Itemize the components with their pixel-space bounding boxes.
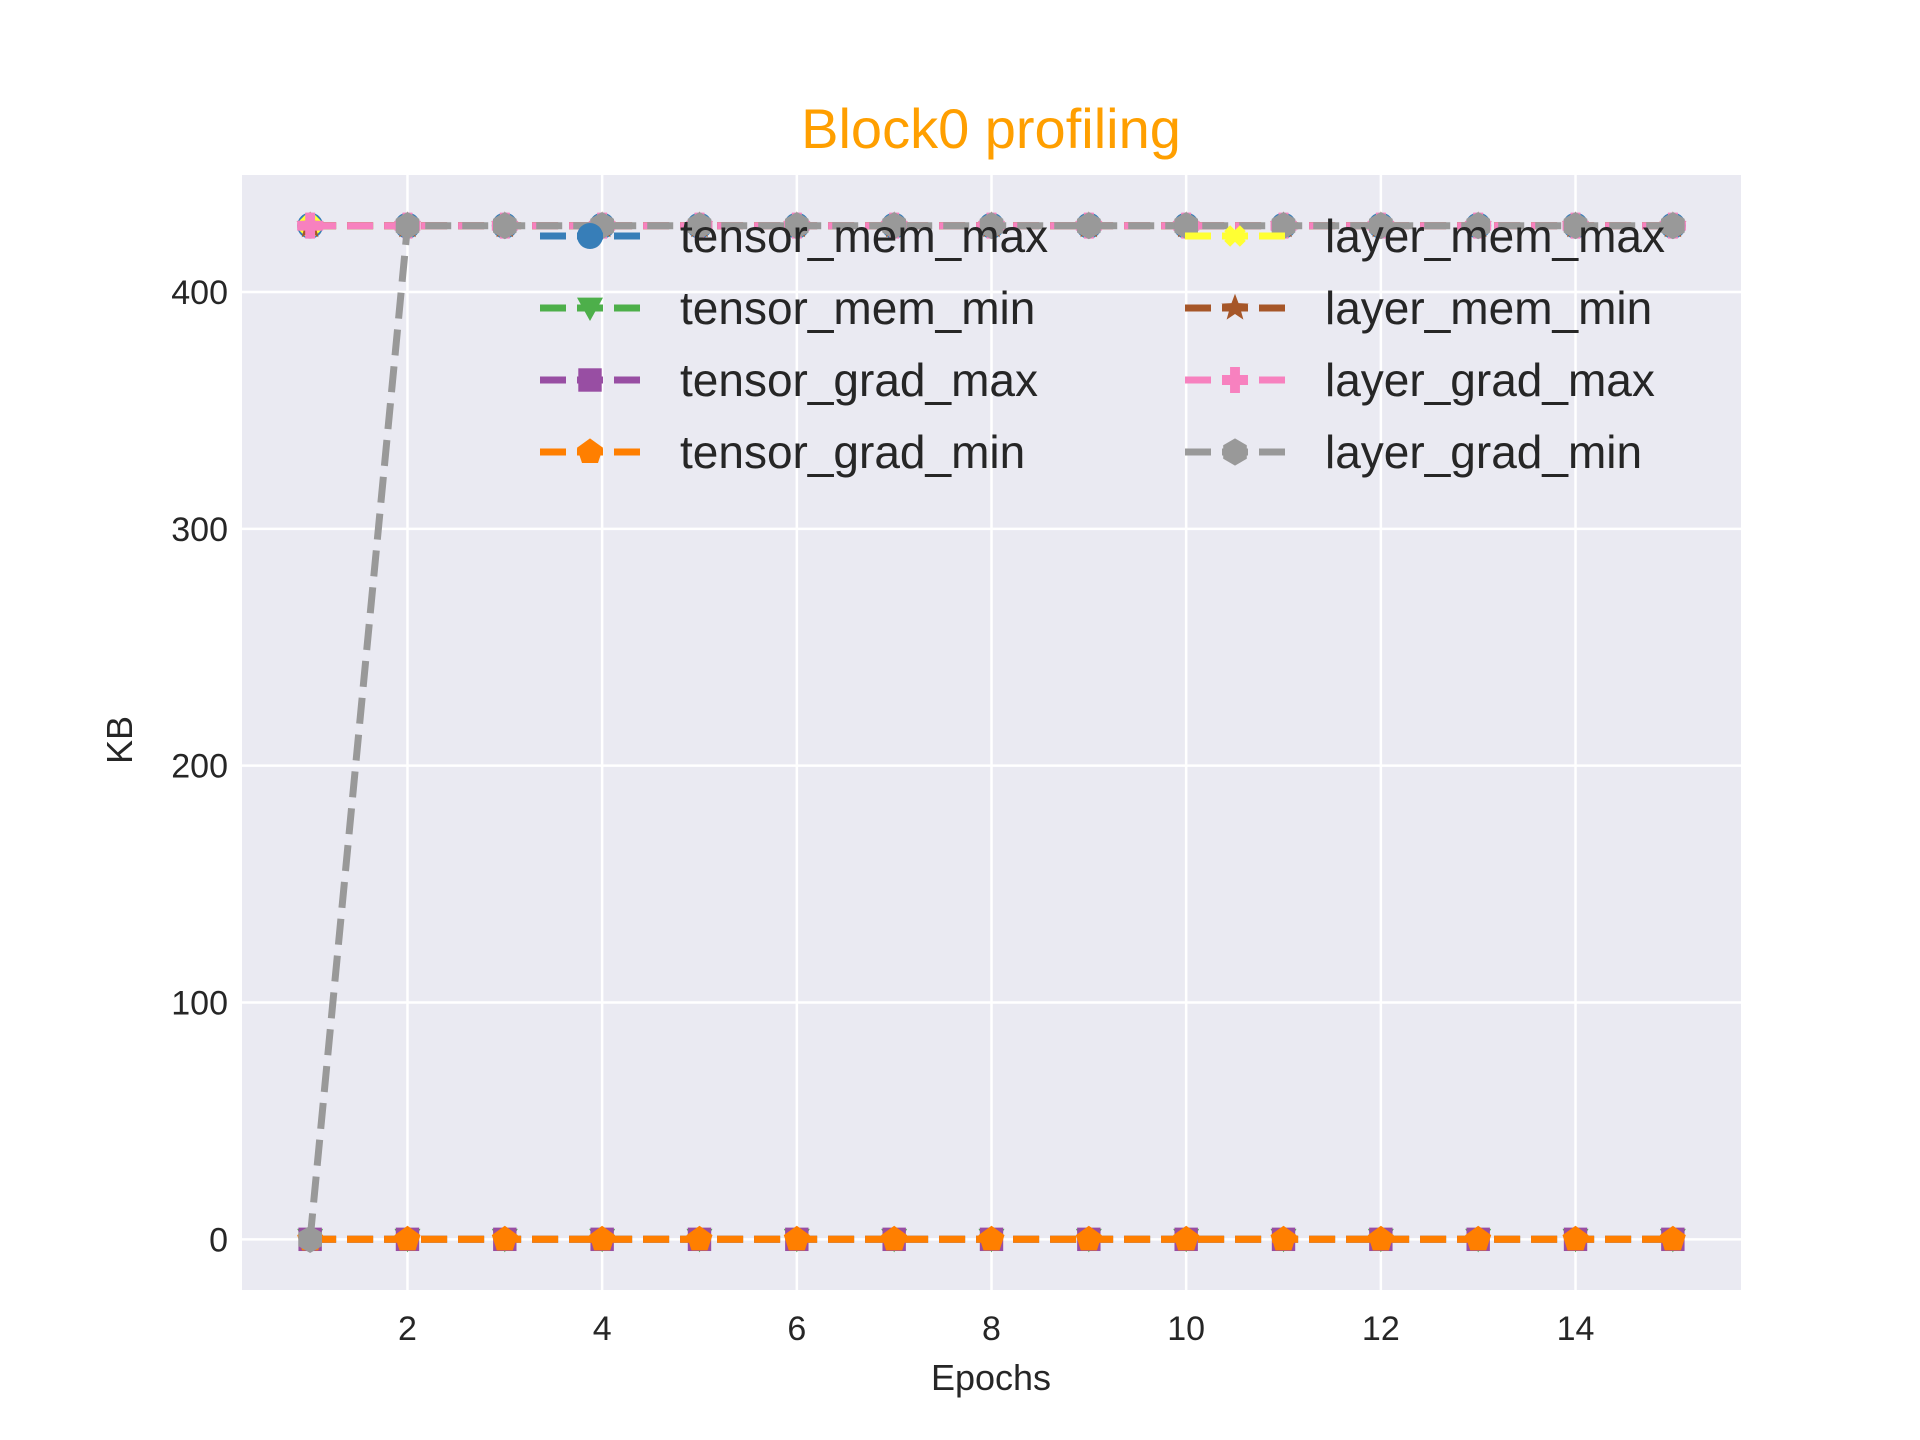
legend-label: layer_grad_max (1325, 354, 1655, 406)
legend-item-tensor_mem_min: tensor_mem_min (540, 282, 1035, 334)
data-point-tensor_grad_min (1367, 1225, 1394, 1251)
data-point-tensor_grad_min (686, 1225, 713, 1251)
data-point-tensor_grad_min (1270, 1225, 1297, 1251)
data-point-tensor_grad_min (589, 1225, 616, 1251)
legend-marker (577, 438, 603, 463)
legend: tensor_mem_max tensor_mem_min tensor_grad_… (540, 210, 1665, 478)
legend-label: tensor_grad_min (680, 426, 1025, 478)
legend-label: layer_grad_min (1325, 426, 1642, 478)
y-tick-labels: 0 100 200 300 400 (171, 274, 228, 1259)
series-layer_grad_min (298, 212, 1685, 1253)
data-point-layer_grad_min (1077, 212, 1101, 240)
legend-item-tensor_mem_max: tensor_mem_max (540, 210, 1048, 262)
data-point-layer_grad_min (1369, 212, 1393, 240)
data-point-layer_grad_min (1466, 212, 1490, 240)
series-tensor_grad_min (297, 1225, 1686, 1251)
legend-marker (1221, 293, 1249, 320)
legend-marker (1224, 225, 1246, 247)
series-group (296, 211, 1687, 1253)
legend-label: layer_mem_min (1325, 282, 1652, 334)
y-tick-label: 200 (171, 748, 228, 786)
x-tick-label: 2 (398, 1310, 417, 1348)
data-point-tensor_grad_min (783, 1225, 810, 1251)
legend-marker (1223, 438, 1247, 466)
x-tick-label: 6 (787, 1310, 806, 1348)
legend-label: tensor_mem_min (680, 282, 1035, 334)
x-tick-label: 10 (1167, 1310, 1205, 1348)
data-point-layer_grad_min (395, 212, 420, 240)
data-point-layer_grad_min (1174, 212, 1198, 240)
data-point-layer_grad_min (1661, 212, 1685, 240)
y-tick-label: 0 (209, 1221, 228, 1259)
data-point-tensor_grad_min (394, 1225, 421, 1251)
legend-item-tensor_grad_min: tensor_grad_min (540, 426, 1025, 478)
legend-item-layer_mem_max: layer_mem_max (1185, 210, 1665, 262)
data-point-layer_grad_min (1271, 212, 1296, 240)
data-point-layer_grad_max (297, 212, 324, 239)
legend-item-layer_mem_min: layer_mem_min (1185, 282, 1652, 334)
legend-label: tensor_grad_max (680, 354, 1038, 406)
x-tick-label: 14 (1557, 1310, 1595, 1348)
legend-label: layer_mem_max (1325, 210, 1665, 262)
data-point-layer_grad_min (298, 1225, 322, 1253)
legend-label: tensor_mem_max (680, 210, 1048, 262)
legend-marker (1222, 367, 1248, 393)
data-point-tensor_grad_min (491, 1225, 518, 1251)
x-tick-label: 8 (982, 1310, 1001, 1348)
grid-lines (242, 175, 1741, 1290)
y-tick-label: 300 (171, 511, 228, 549)
data-point-layer_grad_min (493, 212, 517, 240)
data-point-layer_grad_min (1563, 212, 1588, 240)
data-point-tensor_grad_min (1562, 1225, 1589, 1251)
data-point-tensor_grad_min (881, 1225, 908, 1251)
data-point-layer_grad_min (687, 212, 712, 240)
legend-marker (577, 223, 603, 249)
data-point-layer_grad_min (785, 212, 809, 240)
legend-item-layer_grad_max: layer_grad_max (1185, 354, 1655, 406)
x-tick-label: 4 (593, 1310, 612, 1348)
y-axis-title: KB (99, 716, 140, 764)
legend-marker (577, 297, 603, 321)
data-point-tensor_grad_min (1465, 1225, 1492, 1251)
legend-item-layer_grad_min: layer_grad_min (1185, 426, 1642, 478)
y-tick-label: 400 (171, 274, 228, 312)
data-point-layer_grad_min (882, 212, 906, 240)
data-point-tensor_grad_min (1659, 1225, 1686, 1251)
chart-title: Block0 profiling (801, 97, 1181, 160)
x-tick-labels: 2 4 6 8 10 12 14 (398, 1310, 1594, 1348)
data-point-tensor_grad_min (978, 1225, 1005, 1251)
legend-item-tensor_grad_max: tensor_grad_max (540, 354, 1038, 406)
y-tick-label: 100 (171, 984, 228, 1022)
legend-marker (578, 368, 602, 392)
data-point-layer_grad_min (979, 212, 1004, 240)
x-tick-label: 12 (1362, 1310, 1400, 1348)
data-point-tensor_grad_min (1173, 1225, 1200, 1251)
data-point-tensor_grad_min (1075, 1225, 1102, 1251)
x-axis-title: Epochs (931, 1357, 1051, 1398)
